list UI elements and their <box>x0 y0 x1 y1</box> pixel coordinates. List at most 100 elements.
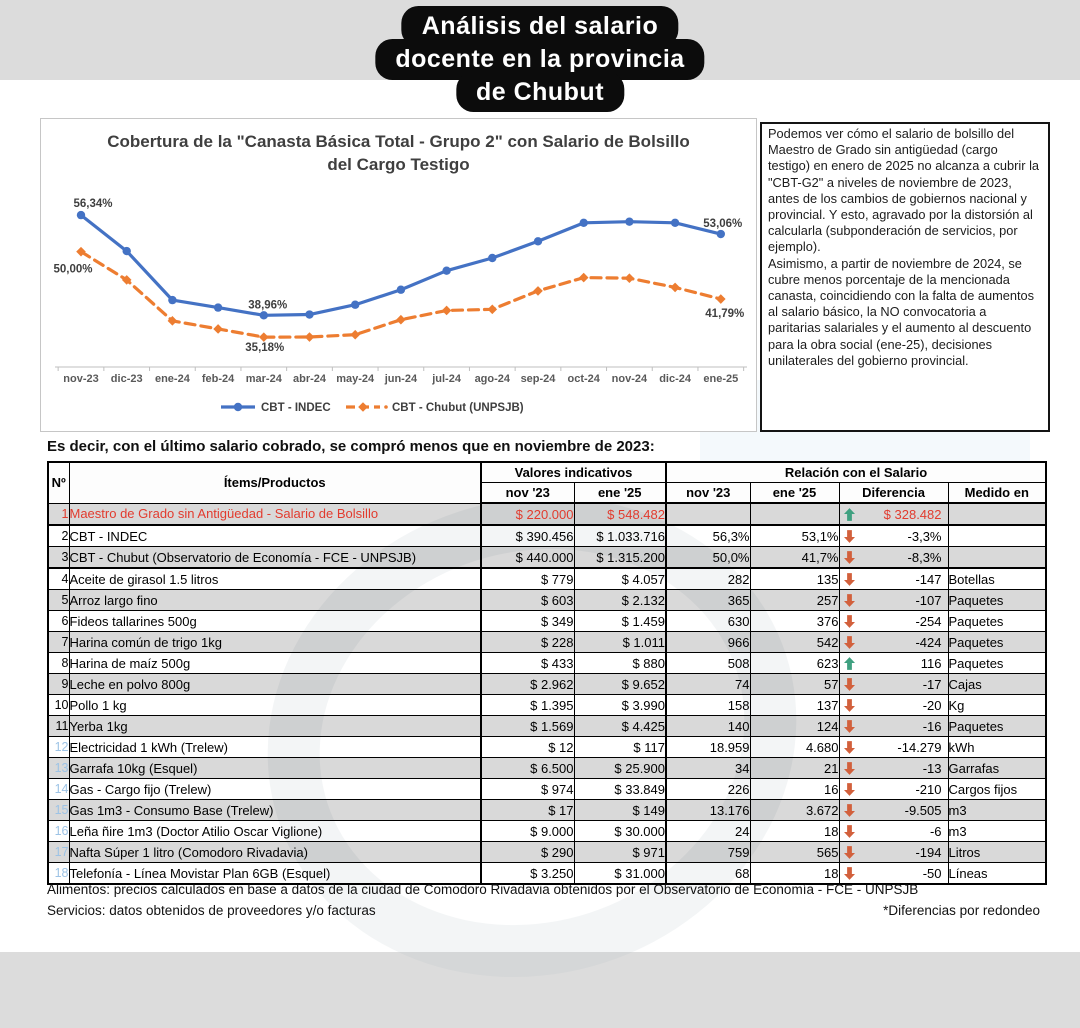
cell-difference: -14.279 <box>838 736 949 758</box>
svg-text:dic-23: dic-23 <box>111 373 143 385</box>
cell-ratio-nov23: 158 <box>665 694 751 716</box>
cell-ratio-ene25: 18 <box>749 820 840 842</box>
cell-ratio-nov23 <box>665 502 751 526</box>
cell-ratio-ene25: 18 <box>749 862 840 885</box>
cell-value-ene25: $ 25.900 <box>573 757 667 779</box>
coverage-line-chart: nov-23 dic-23 ene-24 feb-24 mar-24 abr-24 may-… <box>53 198 747 414</box>
cell-unit: Paquetes <box>947 652 1047 674</box>
cell-unit: Paquetes <box>947 631 1047 653</box>
cell-difference: -20 <box>838 694 949 716</box>
cell-difference: -3,3% <box>838 524 949 547</box>
cell-ratio-nov23: 34 <box>665 757 751 779</box>
cell-item: Fideos tallarines 500g <box>68 610 482 632</box>
cell-number: 13 <box>47 757 70 779</box>
difference-value: -9.505 <box>904 802 942 818</box>
table-row: 8 Harina de maíz 500g $ 433 $ 880 508 623 116 P… <box>47 652 1047 674</box>
table-intro-text: Es decir, con el último salario cobrado,… <box>47 438 655 455</box>
cell-ratio-nov23: 282 <box>665 567 751 590</box>
table-row: 10 Pollo 1 kg $ 1.395 $ 3.990 158 137 -20 Kg <box>47 694 1047 716</box>
cell-unit: Kg <box>947 694 1047 716</box>
cell-item: Yerba 1kg <box>68 715 482 737</box>
page-title-line: docente en la provincia <box>375 38 705 80</box>
cell-value-nov23: $ 9.000 <box>480 820 575 842</box>
cell-item: Pollo 1 kg <box>68 694 482 716</box>
cell-item: Gas 1m3 - Consumo Base (Trelew) <box>68 799 482 821</box>
down-arrow-icon <box>843 824 855 838</box>
difference-value: -210 <box>915 781 942 797</box>
table-row: 11 Yerba 1kg $ 1.569 $ 4.425 140 124 -16 Paquet… <box>47 715 1047 737</box>
svg-text:sep-24: sep-24 <box>521 373 557 385</box>
cell-item: Arroz largo fino <box>68 589 482 611</box>
cell-unit <box>947 502 1047 526</box>
cell-value-nov23: $ 1.395 <box>480 694 575 716</box>
cell-item: Leche en polvo 800g <box>68 673 482 695</box>
table-row: 2 CBT - INDEC $ 390.456 $ 1.033.716 56,3% 53,… <box>47 524 1047 547</box>
table-row: 14 Gas - Cargo fijo (Trelew) $ 974 $ 33.849… <box>47 778 1047 800</box>
page-title-line: de Chubut <box>455 71 625 113</box>
down-arrow-icon <box>843 572 855 586</box>
cell-item: CBT - INDEC <box>68 524 482 547</box>
chart-title: Cobertura de la "Canasta Básica Total - … <box>107 132 690 174</box>
cell-value-nov23: $ 974 <box>480 778 575 800</box>
svg-text:jul-24: jul-24 <box>431 373 462 385</box>
cell-unit <box>947 546 1047 569</box>
cell-ratio-nov23: 50,0% <box>665 546 751 569</box>
col-header-nov23-relacion: nov '23 <box>665 482 751 504</box>
cell-unit: Paquetes <box>947 589 1047 611</box>
col-header-ene25-valores: ene '25 <box>573 482 667 504</box>
cell-item: Nafta Súper 1 litro (Comodoro Rivadavia) <box>68 841 482 863</box>
cell-ratio-ene25: 21 <box>749 757 840 779</box>
cell-number: 11 <box>47 715 70 737</box>
difference-value: -14.279 <box>897 739 942 755</box>
cell-ratio-ene25: 16 <box>749 778 840 800</box>
table-row: 18 Telefonía - Línea Movistar Plan 6GB (E… <box>47 862 1047 885</box>
cell-value-nov23: $ 440.000 <box>480 546 575 569</box>
cell-unit <box>947 524 1047 547</box>
cell-difference: -254 <box>838 610 949 632</box>
down-arrow-icon <box>843 635 855 649</box>
bottom-gray-band <box>0 952 1080 1028</box>
cell-difference: $ 328.482 <box>838 502 949 526</box>
cell-value-ene25: $ 149 <box>573 799 667 821</box>
cell-unit: Cajas <box>947 673 1047 695</box>
table-row: 15 Gas 1m3 - Consumo Base (Trelew) $ 17 $ 1… <box>47 799 1047 821</box>
down-arrow-icon <box>843 698 855 712</box>
difference-value: 116 <box>920 655 942 671</box>
cell-ratio-nov23: 226 <box>665 778 751 800</box>
cell-value-ene25: $ 548.482 <box>573 502 667 526</box>
cell-difference: -16 <box>838 715 949 737</box>
cell-number: 5 <box>47 589 70 611</box>
difference-value: $ 328.482 <box>883 506 942 522</box>
cell-ratio-ene25: 41,7% <box>749 546 840 569</box>
cell-difference: -107 <box>838 589 949 611</box>
group-header-valores: Valores indicativos <box>480 461 667 483</box>
cell-unit: Paquetes <box>947 715 1047 737</box>
cell-value-ene25: $ 33.849 <box>573 778 667 800</box>
down-arrow-icon <box>843 677 855 691</box>
cell-value-nov23: $ 6.500 <box>480 757 575 779</box>
cell-value-nov23: $ 228 <box>480 631 575 653</box>
cell-value-nov23: $ 390.456 <box>480 524 575 547</box>
cell-value-nov23: $ 12 <box>480 736 575 758</box>
cell-number: 8 <box>47 652 70 674</box>
cell-value-ene25: $ 880 <box>573 652 667 674</box>
difference-value: -107 <box>915 592 942 608</box>
cell-difference: -9.505 <box>838 799 949 821</box>
cell-item: Maestro de Grado sin Antigüedad - Salari… <box>68 502 482 526</box>
difference-value: -254 <box>915 613 942 629</box>
cell-ratio-ene25: 542 <box>749 631 840 653</box>
cell-item: Harina común de trigo 1kg <box>68 631 482 653</box>
cell-value-ene25: $ 2.132 <box>573 589 667 611</box>
cell-value-ene25: $ 30.000 <box>573 820 667 842</box>
cell-number: 12 <box>47 736 70 758</box>
cell-ratio-ene25: 135 <box>749 567 840 590</box>
prices-table: Nº Ítems/Productos Valores indicativos R… <box>47 461 1048 885</box>
footnote-servicios: Servicios: datos obtenidos de proveedore… <box>47 903 376 918</box>
cell-number: 3 <box>47 546 70 569</box>
svg-text:dic-24: dic-24 <box>659 373 692 385</box>
col-header-number: Nº <box>47 461 70 504</box>
down-arrow-icon <box>843 614 855 628</box>
cell-item: CBT - Chubut (Observatorio de Economía -… <box>68 546 482 569</box>
cell-unit: Líneas <box>947 862 1047 885</box>
cell-ratio-ene25: 124 <box>749 715 840 737</box>
